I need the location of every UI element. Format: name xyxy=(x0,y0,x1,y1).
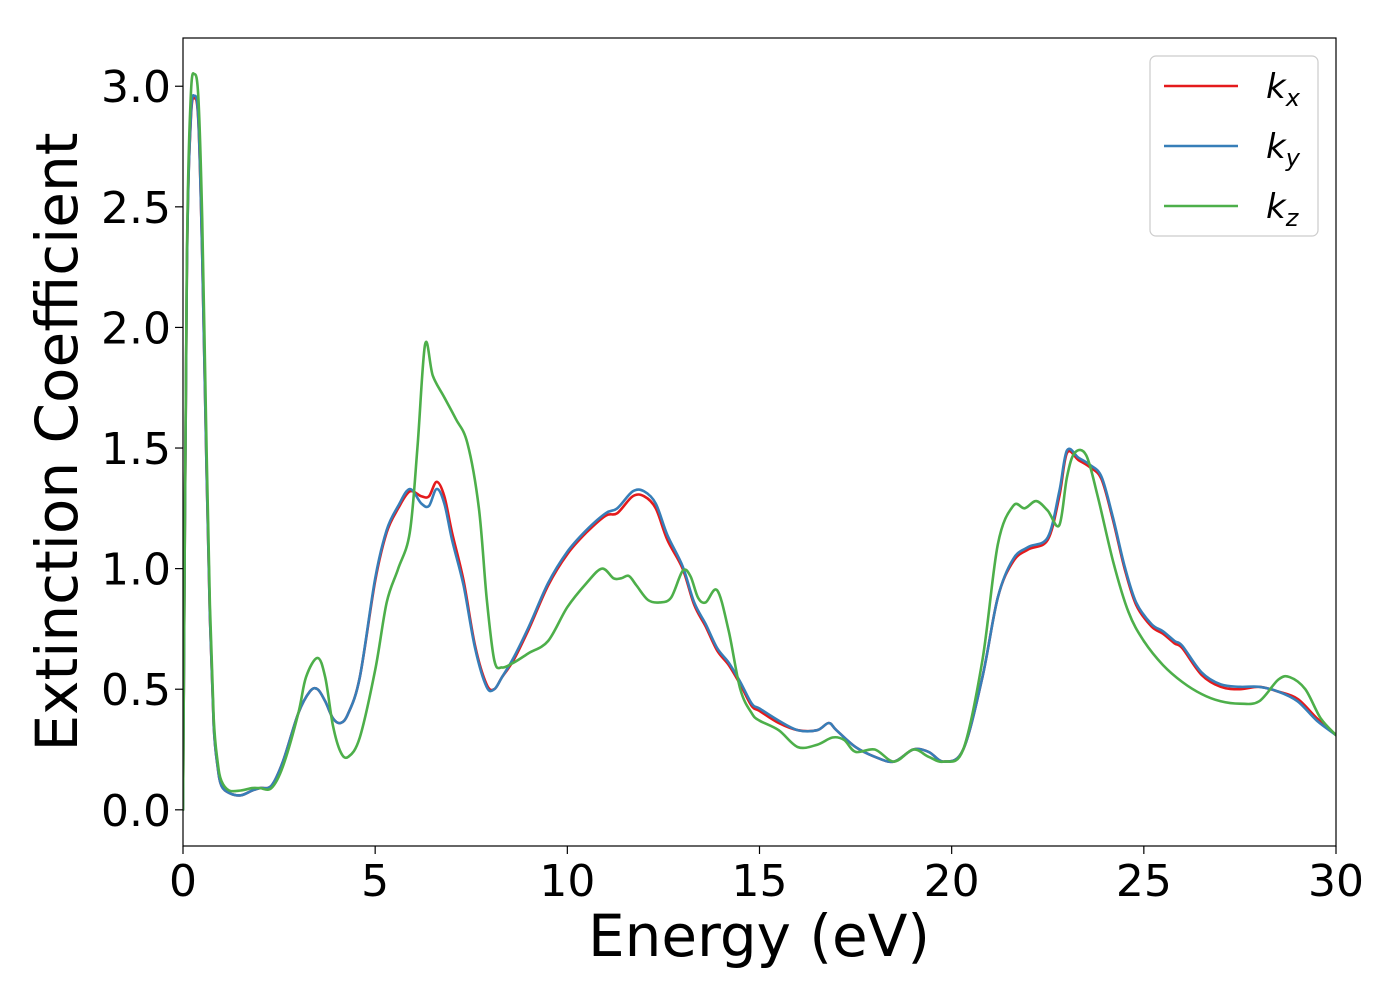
x-tick-label: 15 xyxy=(732,856,788,907)
legend-label-main: k xyxy=(1266,127,1287,167)
y-tick-label: 1.0 xyxy=(101,545,171,596)
legend-label-main: k xyxy=(1266,67,1287,107)
legend-label-kz: kz xyxy=(1266,187,1300,232)
y-tick-label: 0.0 xyxy=(101,786,171,837)
legend-label-main: k xyxy=(1266,187,1287,227)
x-axis-ticks: 0 5 10 15 20 25 30 xyxy=(169,846,1364,907)
x-tick-label: 25 xyxy=(1116,856,1172,907)
x-tick-label: 5 xyxy=(361,856,389,907)
y-tick-label: 2.0 xyxy=(101,303,171,354)
plot-area xyxy=(182,37,1337,847)
x-tick-label: 10 xyxy=(539,856,595,907)
x-tick-label: 0 xyxy=(169,856,197,907)
series-line-ky xyxy=(183,94,1336,812)
legend-label-subscript: z xyxy=(1285,204,1300,232)
y-tick-label: 0.5 xyxy=(101,665,171,716)
legend-label-subscript: y xyxy=(1285,144,1301,172)
y-tick-label: 2.5 xyxy=(101,183,171,234)
legend-label-kx: kx xyxy=(1266,67,1301,112)
series-layer xyxy=(183,72,1336,812)
y-axis-title: Extinction Coefficient xyxy=(23,133,91,752)
y-tick-label: 1.5 xyxy=(101,424,171,475)
legend-label-ky: ky xyxy=(1266,127,1301,172)
legend-label-subscript: x xyxy=(1285,84,1301,112)
y-tick-label: 3.0 xyxy=(101,62,171,113)
x-tick-label: 20 xyxy=(924,856,980,907)
y-axis-ticks: 0.0 0.5 1.0 1.5 2.0 2.5 3.0 xyxy=(101,62,183,837)
x-tick-label: 30 xyxy=(1308,856,1364,907)
x-axis-title: Energy (eV) xyxy=(588,902,930,970)
series-line-kz xyxy=(183,72,1336,812)
